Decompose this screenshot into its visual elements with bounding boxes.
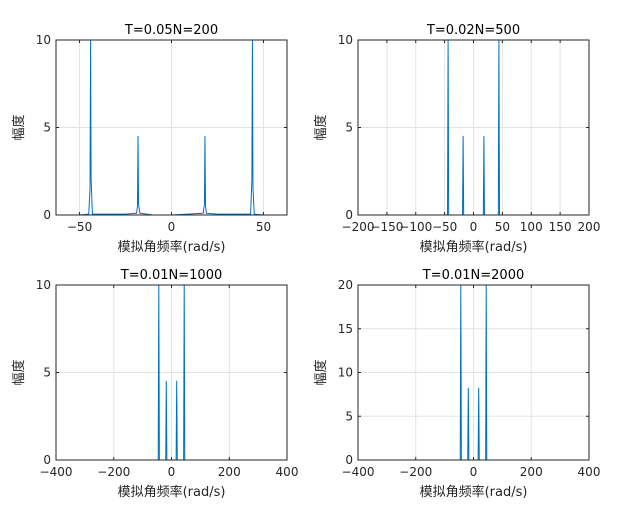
- x-axis-label: 模拟角频率(rad/s): [420, 484, 528, 500]
- x-axis-label: 模拟角频率(rad/s): [118, 239, 226, 255]
- x-tick-label: 0: [168, 220, 176, 234]
- y-tick-label: 0: [43, 453, 51, 467]
- y-tick-label: 10: [36, 278, 51, 292]
- x-tick-label: 200: [578, 220, 601, 234]
- x-axis-label: 模拟角频率(rad/s): [420, 239, 528, 255]
- x-tick-label: −200: [97, 465, 130, 479]
- subplot-4: −400 −200 0 200 400 0 5 10 15 20 T=0.01N=2000 模拟角频率…: [313, 268, 600, 500]
- y-tick-label: 15: [338, 322, 353, 336]
- y-tick-label: 0: [345, 453, 353, 467]
- y-tick-label: 0: [345, 208, 353, 222]
- y-axis-label: 幅度: [11, 359, 27, 385]
- x-tick-label: −50: [432, 220, 457, 234]
- x-tick-label: 100: [520, 220, 543, 234]
- subplot-title: T=0.02N=500: [426, 23, 520, 38]
- y-tick-label: 5: [43, 121, 51, 135]
- x-tick-label: 0: [168, 465, 176, 479]
- x-tick-label: 150: [549, 220, 572, 234]
- y-tick-label: 5: [345, 121, 353, 135]
- x-tick-label: 50: [495, 220, 510, 234]
- x-tick-label: −200: [399, 465, 432, 479]
- y-axis-label: 幅度: [313, 114, 329, 140]
- x-tick-label: −150: [370, 220, 403, 234]
- y-tick-label: 5: [43, 366, 51, 380]
- subplot-3: −400 −200 0 200 400 0 5 10 T=0.01N=1000 模拟角频率(rad…: [11, 268, 298, 500]
- x-tick-label: 200: [218, 465, 241, 479]
- x-tick-label: 200: [520, 465, 543, 479]
- y-axis-label: 幅度: [313, 359, 329, 385]
- x-tick-label: −200: [342, 220, 375, 234]
- subplot-title: T=0.01N=1000: [120, 268, 222, 283]
- x-tick-label: 50: [256, 220, 271, 234]
- subplot-1: −50 0 50 0 5 10 T=0.05N=200 模拟角频率(rad/s) 幅度: [11, 23, 288, 255]
- x-tick-label: −400: [40, 465, 73, 479]
- y-tick-label: 5: [345, 409, 353, 423]
- subplot-title: T=0.05N=200: [124, 23, 218, 38]
- x-tick-label: 400: [578, 465, 601, 479]
- x-tick-label: 0: [470, 220, 478, 234]
- x-tick-label: −50: [67, 220, 92, 234]
- x-tick-label: 400: [276, 465, 299, 479]
- y-axis-label: 幅度: [11, 114, 27, 140]
- x-tick-label: −400: [342, 465, 375, 479]
- y-tick-label: 10: [36, 33, 51, 47]
- y-tick-label: 10: [338, 366, 353, 380]
- x-tick-label: −100: [399, 220, 432, 234]
- x-axis-label: 模拟角频率(rad/s): [118, 484, 226, 500]
- subplot-title: T=0.01N=2000: [422, 268, 524, 283]
- subplot-2: −200−150−100 −50 0 50 100 150 200 0 5 10 T=0.02N=5…: [313, 23, 600, 255]
- y-tick-label: 20: [338, 278, 353, 292]
- x-tick-label: 0: [470, 465, 478, 479]
- y-tick-label: 0: [43, 208, 51, 222]
- y-tick-label: 10: [338, 33, 353, 47]
